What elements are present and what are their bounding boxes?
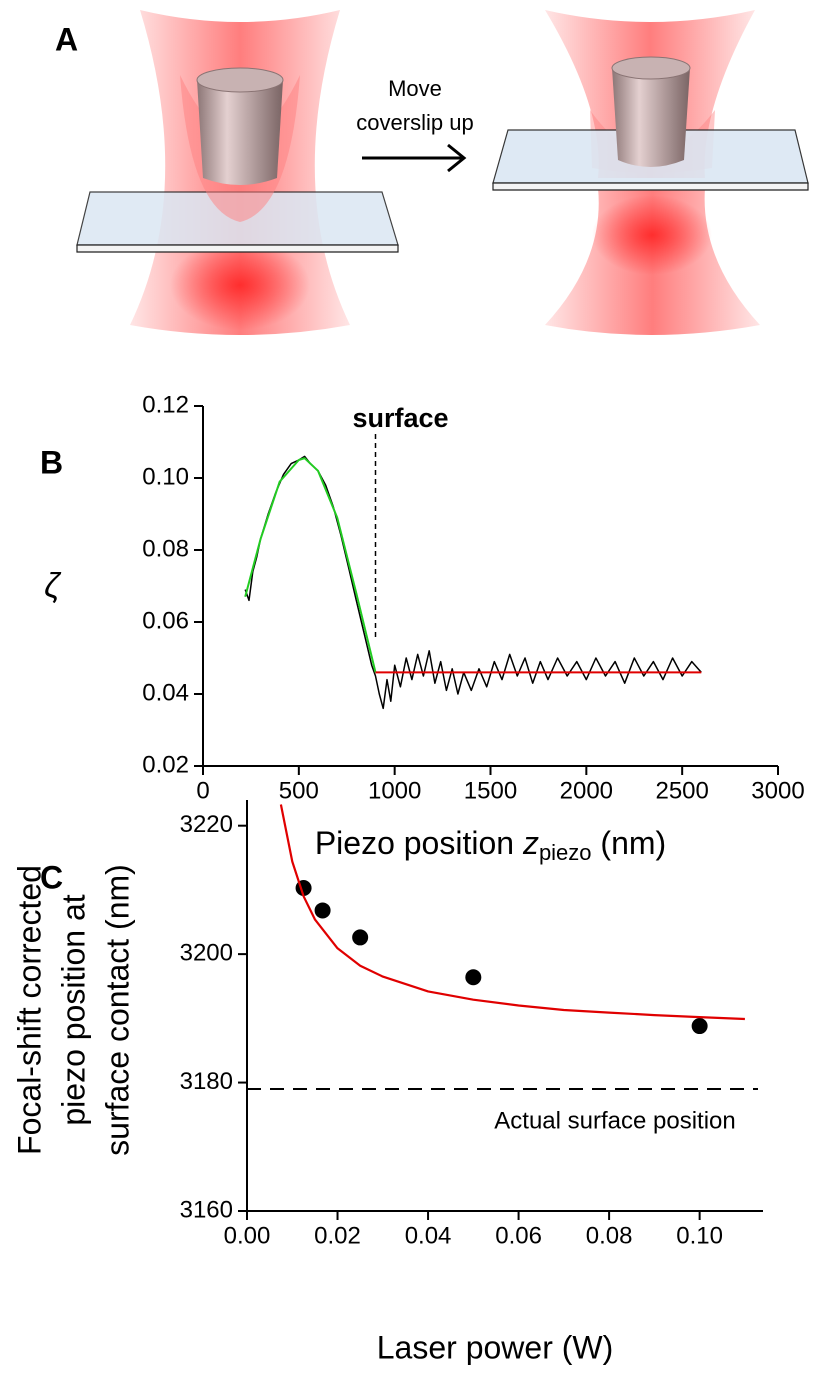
y-tick-label: 0.04: [142, 679, 189, 706]
diagram-left: [76, 10, 399, 335]
y-axis-label: surface contact (nm): [99, 864, 135, 1156]
y-axis-label: piezo position at: [55, 894, 91, 1125]
y-axis-label: ζ: [44, 567, 62, 605]
x-axis-label-part: (nm): [592, 825, 667, 861]
panel-label: A: [55, 21, 78, 57]
data-line: [244, 457, 377, 673]
annotation: surface: [352, 403, 448, 433]
x-tick-label: 2500: [655, 777, 708, 804]
data-point: [314, 902, 331, 919]
x-tick-label: 0.08: [586, 1222, 633, 1249]
data-point: [691, 1018, 708, 1035]
x-tick-label: 0.04: [405, 1222, 452, 1249]
y-tick-label: 0.08: [142, 535, 189, 562]
data-point: [352, 929, 369, 946]
panel-label: B: [40, 444, 63, 480]
data-line: [244, 455, 702, 710]
diagram-right: [492, 10, 809, 335]
x-tick-label: 1000: [368, 777, 421, 804]
panel-label: C: [40, 859, 63, 895]
data-point: [465, 969, 482, 986]
arrow-text: Move: [388, 76, 442, 101]
y-tick-label: 0.12: [142, 391, 189, 418]
x-tick-label: 1500: [464, 777, 517, 804]
arrow-text: coverslip up: [356, 110, 473, 135]
x-tick-label: 0.02: [314, 1222, 361, 1249]
x-tick-label: 3000: [751, 777, 804, 804]
x-axis-label-part: z: [522, 825, 539, 861]
reference-label: Actual surface position: [494, 1107, 735, 1134]
x-tick-label: 0.10: [676, 1222, 723, 1249]
y-tick-label: 3180: [180, 1068, 233, 1095]
y-tick-label: 3220: [180, 811, 233, 838]
x-tick-label: 500: [279, 777, 319, 804]
x-tick-label: 0.06: [495, 1222, 542, 1249]
x-axis-label: Piezo position zpiezo (nm): [315, 825, 666, 864]
y-tick-label: 0.06: [142, 607, 189, 634]
x-tick-label: 0.00: [224, 1222, 271, 1249]
x-tick-label: 2000: [560, 777, 613, 804]
x-axis-label-part: piezo: [539, 840, 592, 865]
y-axis-label: Focal-shift corrected: [11, 865, 47, 1155]
arrow-head: [447, 143, 467, 173]
x-axis-label: Laser power (W): [377, 1329, 614, 1365]
y-tick-label: 3200: [180, 939, 233, 966]
x-tick-label: 0: [196, 777, 209, 804]
y-tick-label: 0.02: [142, 751, 189, 778]
y-tick-label: 3160: [180, 1196, 233, 1223]
y-tick-label: 0.10: [142, 463, 189, 490]
data-line: [279, 804, 745, 1021]
x-axis-label-part: Piezo position: [315, 825, 523, 861]
